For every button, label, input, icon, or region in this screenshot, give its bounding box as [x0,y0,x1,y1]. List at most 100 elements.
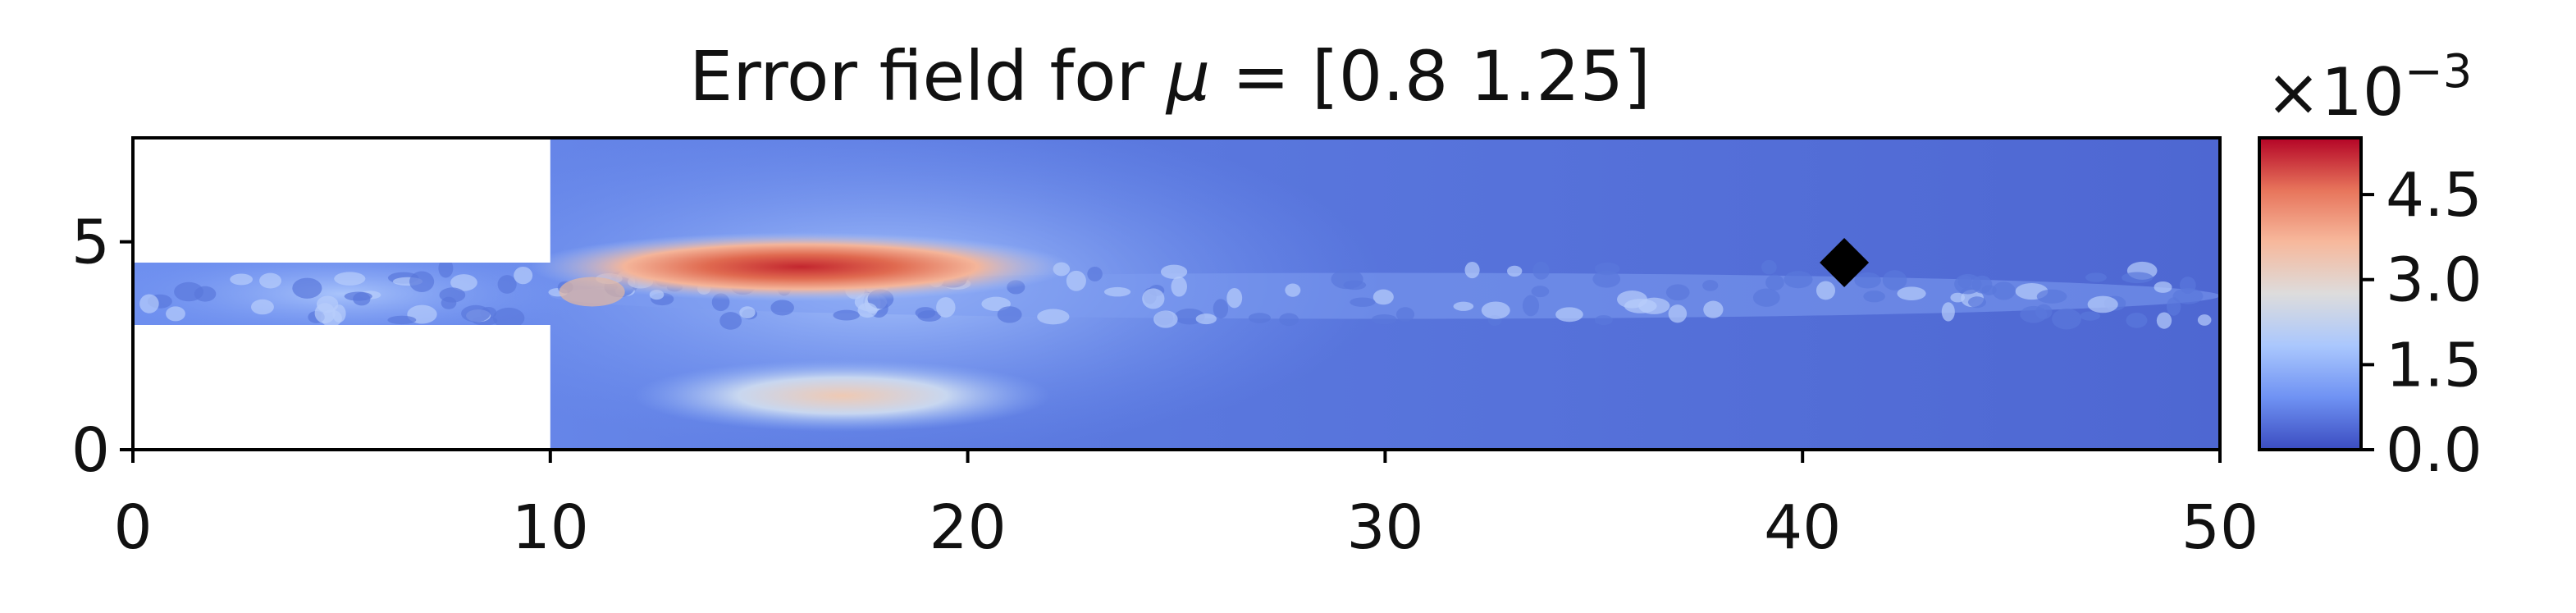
texture-speckle [1863,290,1885,303]
x-tick-label: 10 [512,492,589,563]
x-axis: 0 10 20 30 40 50 [113,450,2259,563]
texture-speckle [1087,266,1103,281]
probe-marker [1820,238,1870,287]
texture-speckle [2080,311,2100,321]
texture-speckle [857,302,878,318]
texture-speckle [316,295,339,313]
texture-speckle [739,306,756,319]
texture-speckle [497,275,517,294]
texture-speckle [139,294,159,313]
texture-speckle [2052,308,2082,330]
hotspot-lower [633,359,1052,432]
texture-speckle [2156,312,2172,329]
texture-speckle [2036,289,2067,304]
colorbar: 0.0 1.5 3.0 4.5 ×10−3 [2258,45,2482,486]
texture-speckle [1248,313,1271,323]
x-tick-label: 20 [929,492,1007,563]
texture-speckle [1066,270,1086,291]
texture-speckle [1594,315,1613,326]
texture-speckle [997,306,1022,323]
texture-speckle [1531,286,1550,298]
texture-speckle [1195,313,1217,325]
texture-speckle [1784,271,1813,289]
x-tick-label: 40 [1764,492,1841,563]
texture-speckle [1350,297,1376,307]
texture-speckle [2172,288,2204,304]
error-field-heatmap [133,138,2220,450]
texture-speckle [1882,270,1907,290]
texture-speckle [1464,262,1480,279]
texture-speckle [915,307,936,319]
texture-speckle [1816,281,1836,300]
texture-speckle [1453,301,1474,311]
texture-speckle [1765,274,1784,290]
texture-speckle [450,274,477,291]
texture-speckle [2166,297,2181,316]
texture-speckle [1372,289,1394,305]
texture-speckle [1279,313,1299,327]
texture-speckle [1395,307,1415,322]
texture-speckle [1142,288,1165,309]
hotspot-nozzle [559,277,625,307]
texture-speckle [1226,287,1243,309]
texture-speckle [719,312,742,330]
texture-speckle [194,286,217,302]
texture-speckle [1592,270,1621,288]
texture-speckle [1171,276,1187,297]
texture-speckle [439,287,466,303]
hotspot-main [529,232,1072,302]
texture-speckle [438,258,454,278]
texture-speckle [1624,299,1657,313]
colorbar-tick-label: 0.0 [2386,415,2482,486]
texture-speckle [833,309,860,321]
texture-speckle [1481,301,1510,319]
texture-speckle [492,307,525,329]
chart-title: Error field for μ = [0.8 1.25] [689,36,1651,117]
y-tick-label: 5 [71,208,110,278]
texture-speckle [230,273,253,286]
texture-speckle [1037,309,1070,325]
texture-speckle [1103,286,1131,297]
colorbar-tick-label: 1.5 [2386,330,2482,400]
colorbar-tick-label: 3.0 [2386,245,2482,316]
texture-speckle [514,266,533,285]
y-axis: 05 [71,208,133,486]
texture-speckle [1507,265,1523,277]
texture-speckle [2179,277,2196,294]
texture-speckle [251,299,274,315]
texture-speckle [1285,283,1301,297]
texture-speckle [1752,288,1780,307]
texture-speckle [1213,299,1229,319]
texture-speckle [1968,296,1986,309]
texture-speckle [409,271,435,292]
texture-speckle [166,306,185,322]
texture-speckle [1668,304,1688,323]
texture-speckle [1160,264,1188,279]
texture-speckle [936,297,956,318]
texture-speckle [2087,295,2118,313]
texture-speckle [1665,284,1690,301]
y-tick-label: 0 [71,415,110,486]
texture-speckle [2085,272,2107,282]
colorbar-tick-label: 4.5 [2386,160,2482,231]
texture-speckle [1950,292,1966,303]
texture-speckle [2154,281,2172,293]
texture-speckle [1555,307,1583,323]
texture-speckle [292,277,322,299]
texture-speckle [259,272,282,289]
texture-speckle [332,304,346,323]
colorbar-multiplier: ×10−3 [2266,45,2472,130]
x-tick-label: 30 [1346,492,1423,563]
texture-speckle [387,315,417,325]
texture-speckle [2197,314,2212,326]
plot-frame [131,136,2222,451]
texture-speckle [2020,305,2048,323]
texture-speckle [1702,280,1719,291]
texture-speckle [2126,313,2148,328]
texture-speckle [1153,310,1178,328]
texture-speckle [461,304,491,323]
texture-speckle [1854,272,1881,289]
texture-speckle [1992,281,2016,300]
texture-speckle [1703,300,1724,318]
x-tick-label: 0 [113,492,152,563]
